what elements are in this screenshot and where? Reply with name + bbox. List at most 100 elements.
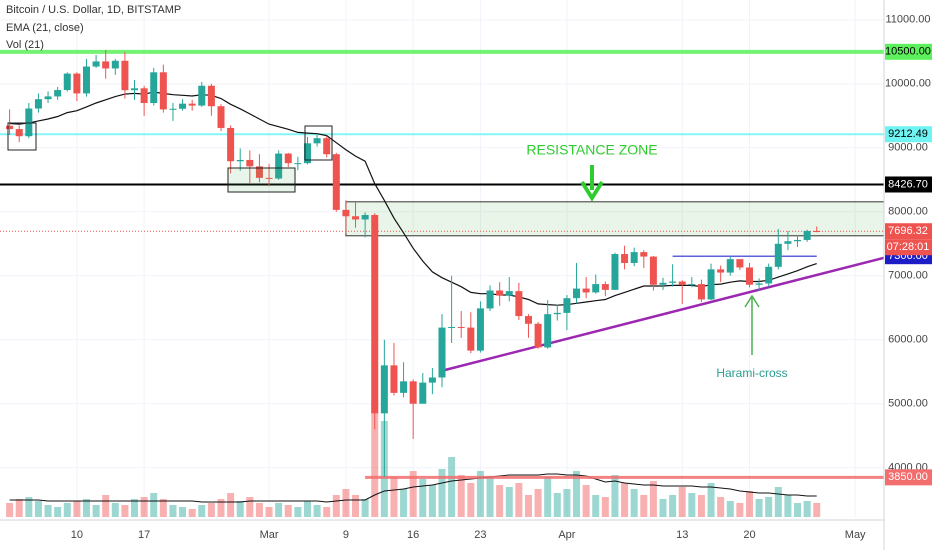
plot-area [0, 0, 885, 517]
volume-bar [457, 475, 465, 517]
x-tick-label: 9 [343, 529, 349, 541]
volume-bar [755, 499, 763, 517]
candle-body [227, 127, 235, 162]
volume-bar [371, 399, 379, 517]
volume-bar [352, 495, 360, 517]
candle-body [428, 377, 436, 383]
candle-body [582, 288, 590, 293]
volume-bar [294, 507, 302, 517]
volume-bar [803, 501, 811, 517]
volume-bar [534, 489, 542, 517]
y-tick-label: 8000.00 [888, 206, 928, 218]
candle-body [678, 281, 686, 285]
volume-bar [659, 499, 667, 517]
x-tick-label: 13 [676, 529, 688, 541]
volume-bar [313, 505, 321, 517]
volume-bar [169, 505, 177, 517]
legend-volume: Vol (21) [6, 39, 44, 51]
volume-bar [303, 501, 311, 517]
resistance-arrow [580, 165, 604, 202]
y-tick-label: 6000.00 [888, 334, 928, 346]
countdown-tag: 07:28:01 [887, 241, 930, 253]
volume-bar [73, 501, 81, 517]
candle-body [323, 138, 331, 155]
volume-bar [342, 489, 350, 517]
x-tick-label: 20 [743, 529, 755, 541]
candle-body [621, 254, 629, 263]
candle-body [659, 282, 667, 285]
volume-bar [82, 499, 90, 517]
volume-bar [111, 503, 119, 517]
volume-bar [544, 477, 552, 517]
candle-body [255, 166, 263, 178]
trendline [441, 256, 885, 372]
volume-bar [159, 499, 167, 517]
volume-bar [188, 509, 196, 517]
volume-bar [505, 487, 513, 517]
volume-bar [131, 499, 139, 517]
volume-bar [15, 499, 23, 517]
level-tag: 3850.00 [888, 471, 928, 483]
volume-bar [611, 475, 619, 517]
volume-bar [476, 471, 484, 517]
volume-bar [102, 495, 110, 517]
volume-bar [669, 495, 677, 517]
volume-bar [207, 503, 215, 517]
candle-body [361, 214, 369, 220]
candle-body [25, 108, 33, 137]
candle-body [131, 88, 139, 91]
volume-bar [419, 479, 427, 517]
candle-body [179, 103, 187, 109]
candle-body [496, 290, 504, 296]
volume-bar [467, 483, 475, 517]
x-tick-label: 16 [407, 529, 419, 541]
candle-body [352, 216, 360, 220]
volume-bar [563, 489, 571, 517]
candle-body [640, 252, 648, 257]
volume-bar [601, 497, 609, 517]
volume-bar [745, 491, 753, 517]
candle-body [697, 284, 705, 300]
volume-bar [717, 497, 725, 517]
candle-body [246, 159, 254, 167]
candle-body [784, 241, 792, 244]
volume-bar [44, 505, 52, 517]
volume-bar [813, 503, 821, 517]
x-tick-label: 17 [138, 529, 150, 541]
candle-body [44, 96, 52, 100]
x-tick-label: 23 [474, 529, 486, 541]
candle-body [371, 214, 379, 414]
drawing-box [227, 167, 296, 193]
volume-bar [582, 485, 590, 517]
candle-body [150, 72, 158, 104]
candle-body [188, 103, 196, 106]
volume-ma-line [9, 473, 817, 503]
drawing-box [7, 122, 37, 151]
volume-bar [649, 481, 657, 517]
volume-bar [765, 497, 773, 517]
candle-body [236, 159, 244, 162]
harami-label: Harami-cross [716, 366, 787, 380]
candle-body [573, 288, 581, 299]
level-tag-bg [885, 43, 932, 60]
candle-body [332, 154, 340, 210]
candle-body [592, 284, 600, 293]
candle-body [15, 129, 23, 137]
candle-body [409, 381, 417, 404]
countdown-tag-bg [885, 239, 932, 256]
y-tick-label: 9000.00 [888, 142, 928, 154]
candle-body [611, 254, 619, 290]
volume-bar [6, 503, 14, 517]
volume-bar [179, 507, 187, 517]
candle-body [313, 138, 321, 144]
harami-arrow [744, 294, 760, 355]
volume-bar [34, 501, 42, 517]
candle-body [390, 365, 398, 393]
candle-body [303, 143, 311, 164]
volume-bar [678, 487, 686, 517]
candle-body [688, 284, 696, 286]
volume-bar [726, 501, 734, 517]
volume-bar [515, 483, 523, 517]
candle-body [505, 291, 513, 296]
